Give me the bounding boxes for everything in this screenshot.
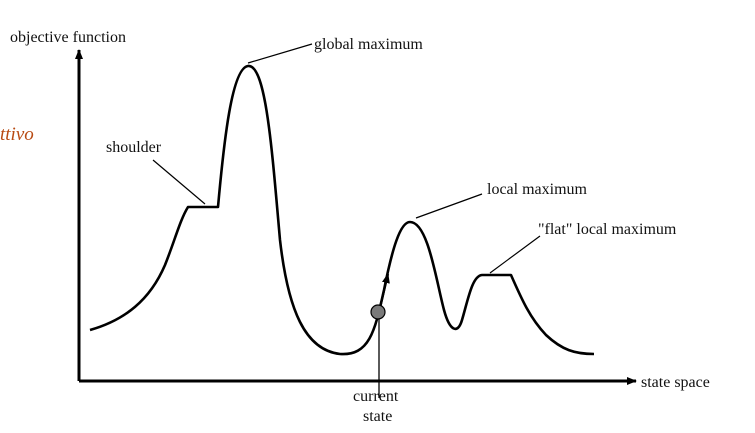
current-state-label-line1: current <box>353 388 399 405</box>
shoulder-label: shoulder <box>106 139 162 156</box>
current-state-marker <box>370 304 386 320</box>
x-axis-label: state space <box>641 374 710 391</box>
side-text-fragment: ttivo <box>0 124 34 145</box>
y-axis-label: objective function <box>10 29 126 46</box>
local-maximum-leader <box>415 193 483 219</box>
objective-curve <box>89 64 595 356</box>
global-maximum-label: global maximum <box>314 36 423 53</box>
flat-local-maximum-label: "flat" local maximum <box>538 221 677 238</box>
shoulder-leader <box>152 159 206 205</box>
global-maximum-leader <box>247 43 313 64</box>
current-state-label-line2: state <box>363 408 392 425</box>
flat-local-maximum-leader <box>489 235 541 274</box>
local-maximum-label: local maximum <box>487 181 588 198</box>
